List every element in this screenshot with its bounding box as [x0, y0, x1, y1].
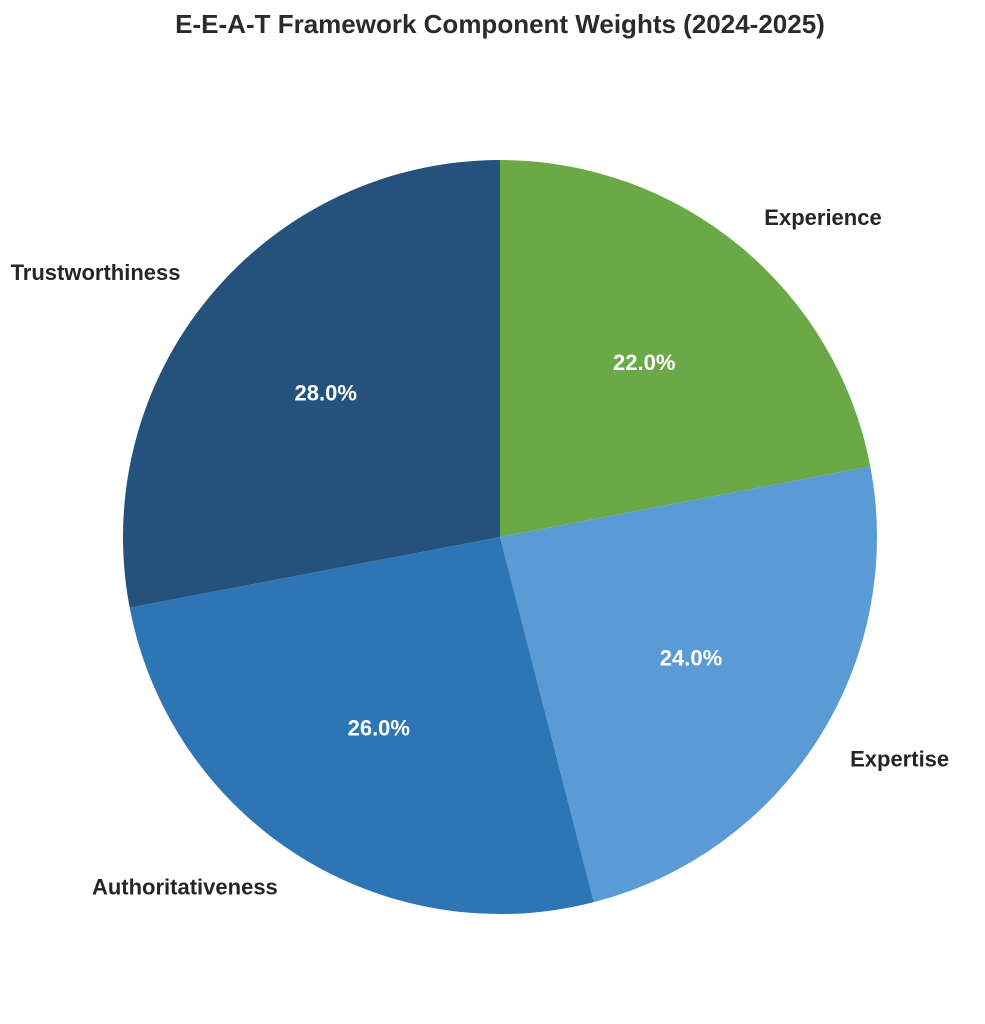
pie-slice-authoritativeness: [129, 537, 594, 915]
pct-label-experience: 22.0%: [613, 350, 675, 375]
slice-label-authoritativeness: Authoritativeness: [92, 875, 278, 900]
pie-slice-experience: [500, 160, 871, 537]
slice-label-expertise: Expertise: [850, 747, 949, 772]
pct-label-trustworthiness: 28.0%: [295, 380, 357, 405]
pie-slice-expertise: [500, 466, 877, 903]
pct-label-authoritativeness: 26.0%: [348, 716, 410, 741]
chart-title: E-E-A-T Framework Component Weights (202…: [175, 9, 825, 39]
pie-slice-trustworthiness: [123, 160, 501, 608]
slice-label-trustworthiness: Trustworthiness: [11, 260, 181, 285]
pie-labels-group: 22.0% Experience 24.0% Expertise 26.0% Author…: [11, 205, 950, 900]
pie-slices-group: [123, 160, 877, 915]
pct-label-expertise: 24.0%: [660, 646, 722, 671]
slice-label-experience: Experience: [764, 205, 881, 230]
